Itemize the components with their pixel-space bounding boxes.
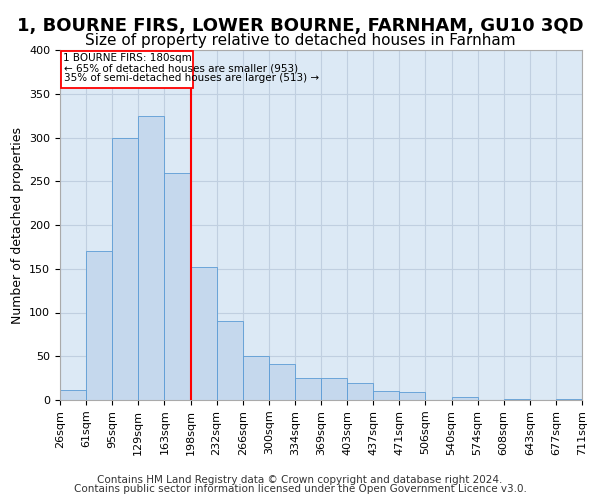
Text: 1 BOURNE FIRS: 180sqm: 1 BOURNE FIRS: 180sqm bbox=[63, 52, 191, 62]
Bar bbox=[452, 396, 478, 400]
Bar bbox=[164, 172, 191, 400]
Bar bbox=[556, 399, 582, 400]
Bar bbox=[191, 267, 217, 400]
Text: 1, BOURNE FIRS, LOWER BOURNE, FARNHAM, GU10 3QD: 1, BOURNE FIRS, LOWER BOURNE, FARNHAM, G… bbox=[17, 18, 583, 36]
Bar bbox=[269, 364, 295, 400]
Y-axis label: Number of detached properties: Number of detached properties bbox=[11, 126, 23, 324]
Bar bbox=[86, 252, 112, 400]
Bar bbox=[321, 378, 347, 400]
Bar bbox=[60, 390, 86, 400]
Text: Contains public sector information licensed under the Open Government Licence v3: Contains public sector information licen… bbox=[74, 484, 526, 494]
Text: 35% of semi-detached houses are larger (513) →: 35% of semi-detached houses are larger (… bbox=[64, 73, 319, 83]
Bar bbox=[373, 391, 400, 400]
Text: Size of property relative to detached houses in Farnham: Size of property relative to detached ho… bbox=[85, 32, 515, 48]
Bar bbox=[400, 392, 425, 400]
FancyBboxPatch shape bbox=[61, 51, 193, 88]
Text: Contains HM Land Registry data © Crown copyright and database right 2024.: Contains HM Land Registry data © Crown c… bbox=[97, 475, 503, 485]
Bar bbox=[295, 378, 321, 400]
Text: ← 65% of detached houses are smaller (953): ← 65% of detached houses are smaller (95… bbox=[64, 63, 298, 73]
Bar bbox=[217, 322, 243, 400]
Bar bbox=[347, 382, 373, 400]
Bar bbox=[242, 356, 269, 400]
Bar bbox=[112, 138, 139, 400]
Bar bbox=[139, 116, 164, 400]
Bar bbox=[504, 399, 530, 400]
